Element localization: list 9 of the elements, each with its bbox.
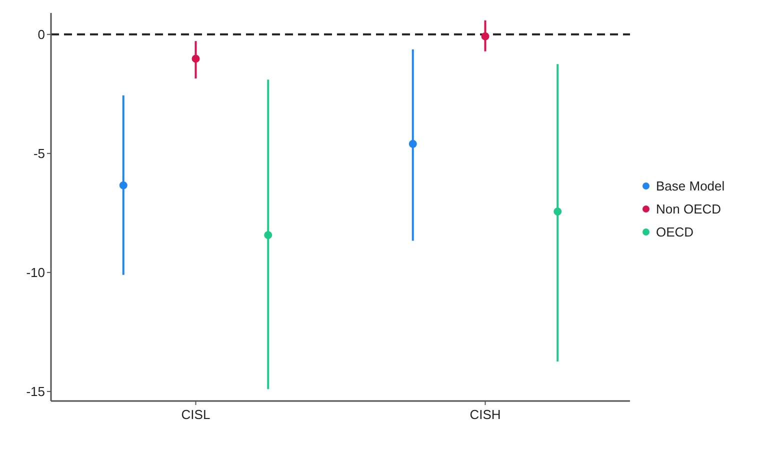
legend-label: Non OECD: [656, 202, 722, 217]
legend-label: OECD: [656, 224, 694, 240]
y-tick-label: 0: [38, 26, 45, 42]
y-tick-label: -10: [26, 265, 45, 280]
x-tick-label: CISL: [181, 407, 210, 422]
y-tick-label: -15: [26, 384, 45, 400]
y-tick-label: -5: [33, 146, 45, 161]
legend-label: Base Model: [656, 178, 725, 194]
x-tick-label: CISH: [470, 407, 501, 422]
